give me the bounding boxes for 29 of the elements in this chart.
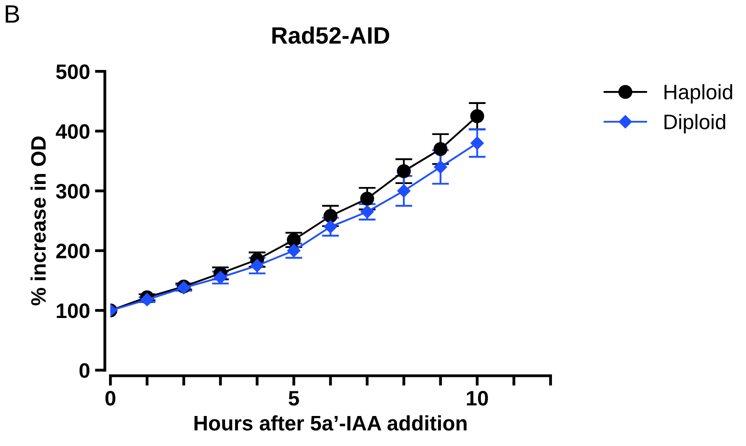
point [324, 209, 338, 223]
legend-label: Diploid [664, 114, 726, 134]
point [324, 220, 338, 234]
y-tick-label: 300 [56, 184, 90, 199]
point [470, 136, 484, 150]
point [250, 259, 264, 272]
x-tick-label: 0 [105, 390, 116, 406]
y-tick-label: 100 [56, 303, 90, 318]
y-axis-title: % increase in OD [30, 136, 46, 306]
point [287, 244, 300, 258]
x-tick-label: 5 [288, 391, 300, 406]
x-axis-title: Hours after 5a’-IAA addition [194, 415, 467, 431]
point [360, 205, 374, 218]
point [434, 142, 448, 156]
y-tick-label: 500 [56, 64, 90, 80]
y-tick-label: 400 [56, 124, 90, 139]
point [396, 164, 411, 178]
point [360, 192, 374, 206]
point [434, 160, 448, 174]
y-tick-label: 200 [56, 244, 90, 258]
point [397, 184, 410, 198]
text: B [6, 5, 20, 23]
point [470, 109, 484, 124]
point [140, 293, 154, 306]
x-tick-label: 10 [466, 390, 488, 406]
chart-title: Rad52-AID [272, 26, 390, 44]
point [214, 270, 228, 284]
legend-label: Haploid [664, 84, 732, 104]
y-tick-label: 0 [80, 363, 90, 378]
